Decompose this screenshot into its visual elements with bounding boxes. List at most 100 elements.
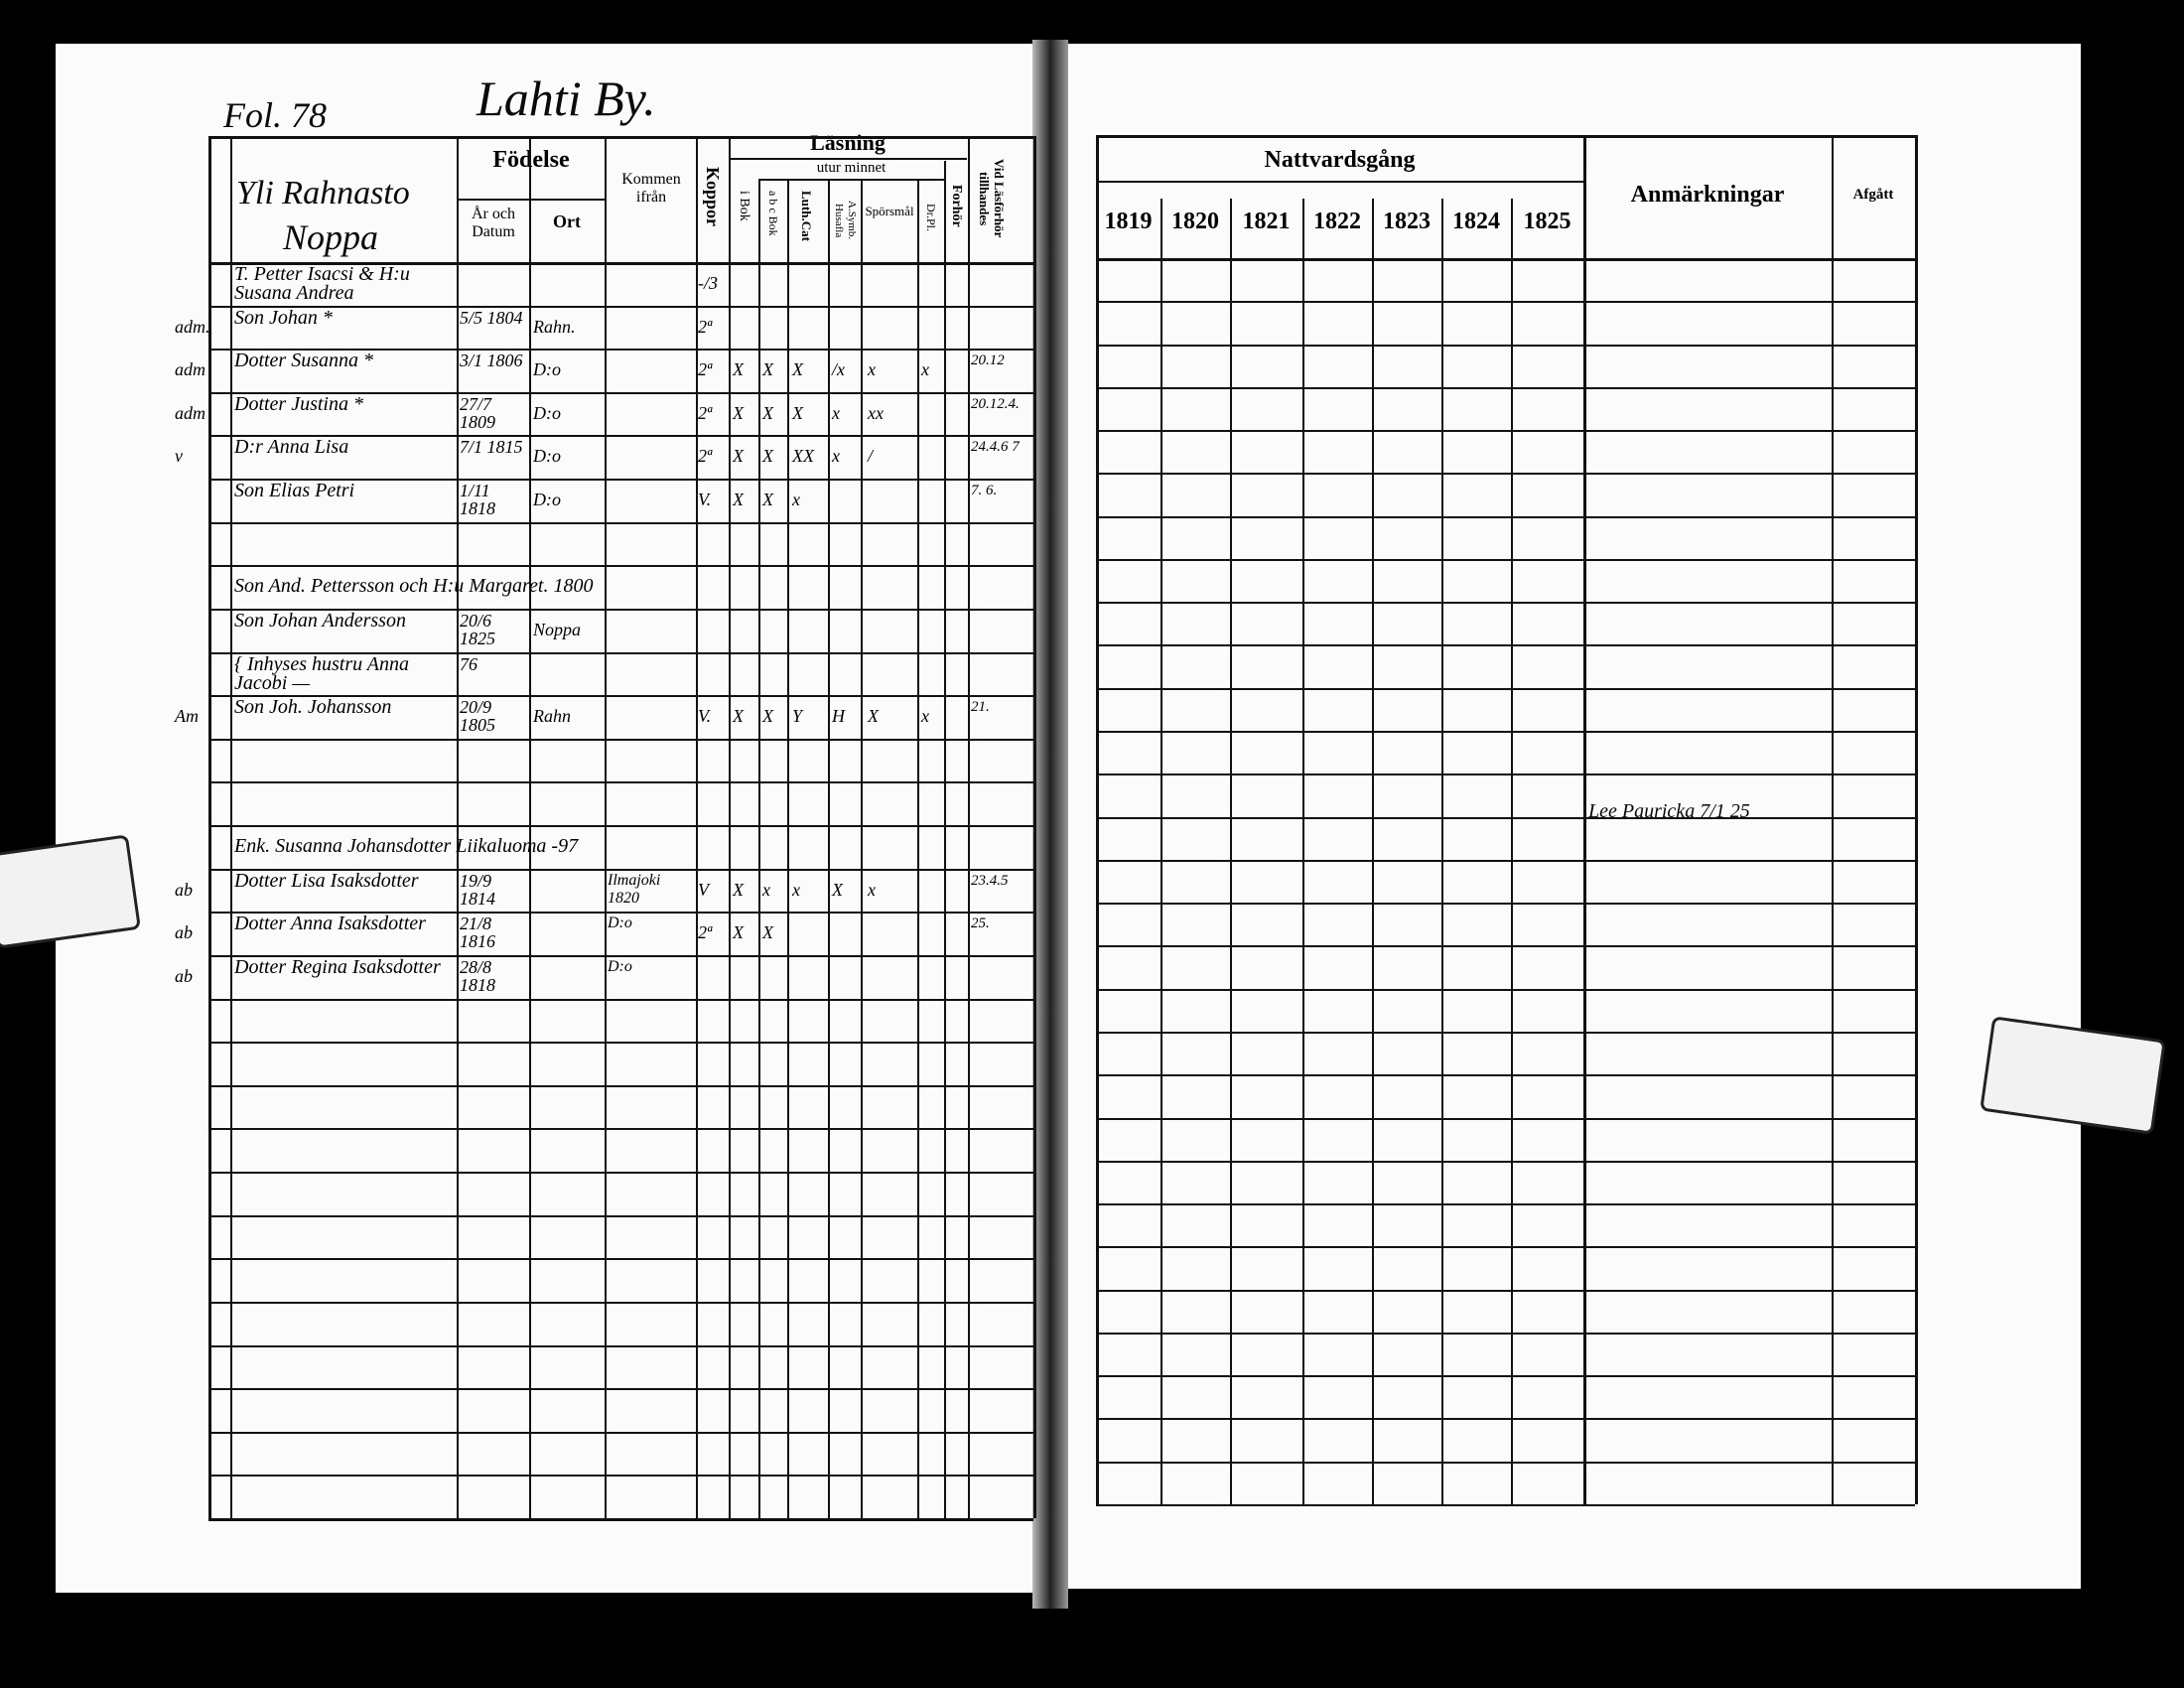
reading-mark: X bbox=[733, 922, 744, 942]
book-gutter bbox=[1032, 40, 1068, 1609]
reading-mark: x bbox=[921, 359, 929, 379]
row-divider bbox=[208, 825, 1033, 827]
column-divider bbox=[1302, 199, 1304, 1504]
row-divider bbox=[1096, 1333, 1915, 1335]
smallpox-mark: 2ª bbox=[698, 403, 712, 423]
column-divider bbox=[1583, 135, 1586, 1504]
examination-note: 24.4.6 7 bbox=[971, 439, 1020, 455]
row-divider bbox=[208, 1172, 1033, 1174]
left-page bbox=[56, 44, 1052, 1593]
row-divider bbox=[208, 1085, 1033, 1087]
row-divider bbox=[1096, 1074, 1915, 1076]
header-fodelse: Födelse bbox=[459, 147, 604, 174]
column-divider bbox=[529, 136, 531, 1518]
row-divider bbox=[1096, 688, 1915, 690]
reading-mark: X bbox=[868, 706, 879, 726]
row-margin-note: ab bbox=[175, 966, 193, 986]
row-divider bbox=[1096, 903, 1915, 905]
reading-mark: X bbox=[762, 359, 773, 379]
header-sporsmal: Spörsmål bbox=[865, 204, 914, 218]
row-divider bbox=[208, 609, 1033, 611]
birth-place: D:o bbox=[533, 359, 561, 379]
examination-note: 20.12.4. bbox=[971, 396, 1020, 412]
remark-annotation: Lee Pauricka 7/1 25 bbox=[1588, 800, 1750, 822]
reading-mark: x bbox=[792, 490, 800, 509]
row-divider bbox=[208, 781, 1033, 783]
reading-mark: XX bbox=[792, 446, 814, 466]
row-margin-note: adm bbox=[175, 359, 205, 379]
header-anmarkningar: Anmärkningar bbox=[1630, 182, 1785, 208]
row-divider bbox=[1096, 473, 1915, 475]
person-name: Dotter Justina * bbox=[234, 393, 363, 415]
header-afgatt: Afgått bbox=[1852, 187, 1894, 203]
birth-place: D:o bbox=[533, 403, 561, 423]
village-title: Lahti By. bbox=[477, 70, 656, 126]
row-divider bbox=[208, 262, 1033, 265]
column-divider bbox=[1832, 135, 1834, 1504]
person-name: Son Joh. Johansson bbox=[234, 696, 392, 718]
header-divider bbox=[729, 158, 967, 160]
person-name: T. Petter Isacsi & H:u Susana Andrea bbox=[234, 263, 410, 304]
row-divider bbox=[1096, 516, 1915, 518]
row-divider bbox=[1096, 774, 1915, 775]
table-border-top bbox=[208, 136, 1033, 139]
year-header: 1824 bbox=[1452, 209, 1500, 234]
row-divider bbox=[208, 435, 1033, 437]
reading-mark: x bbox=[832, 403, 840, 423]
row-divider bbox=[1096, 1246, 1915, 1248]
smallpox-mark: -/3 bbox=[698, 273, 718, 293]
reading-mark: X bbox=[733, 359, 744, 379]
birth-date: 28/8 1818 bbox=[460, 957, 495, 995]
column-divider bbox=[1230, 199, 1232, 1504]
column-divider bbox=[1160, 199, 1162, 1504]
person-name: Son Johan * bbox=[234, 307, 333, 329]
reading-mark: X bbox=[792, 359, 803, 379]
examination-note: 25. bbox=[971, 915, 990, 931]
farm-name: Yli Rahnasto bbox=[236, 175, 410, 211]
row-divider bbox=[208, 306, 1033, 308]
smallpox-mark: V. bbox=[698, 490, 712, 509]
table-border-left bbox=[208, 136, 211, 1518]
row-margin-note: ab bbox=[175, 922, 193, 942]
row-divider bbox=[1096, 945, 1915, 947]
row-divider bbox=[1096, 559, 1915, 561]
row-divider bbox=[1096, 602, 1915, 604]
row-margin-note: adm. bbox=[175, 317, 210, 337]
header-ar-och-datum: År och Datum bbox=[472, 206, 515, 240]
birth-date: 27/7 1809 bbox=[460, 394, 495, 432]
row-divider bbox=[208, 479, 1033, 481]
birth-place: Rahn. bbox=[533, 317, 576, 337]
row-divider bbox=[1096, 860, 1915, 862]
birth-date: 20/9 1805 bbox=[460, 697, 495, 735]
reading-mark: X bbox=[762, 403, 773, 423]
header-dr-pl: Dr.Pl. bbox=[924, 204, 938, 232]
header-kommen-ifran: Kommen ifrån bbox=[621, 171, 681, 206]
reading-mark: X bbox=[762, 490, 773, 509]
row-divider bbox=[1096, 1462, 1915, 1464]
header-i-bok: i Bok bbox=[737, 191, 751, 221]
person-name: Dotter Susanna * bbox=[234, 350, 373, 371]
column-divider bbox=[605, 136, 607, 1518]
reading-mark: x bbox=[921, 706, 929, 726]
reading-mark: x bbox=[792, 880, 800, 900]
column-divider bbox=[230, 136, 232, 1518]
column-divider bbox=[1372, 199, 1374, 1504]
row-divider bbox=[208, 869, 1033, 871]
examination-note: 7. 6. bbox=[971, 483, 998, 498]
birth-date: 76 bbox=[460, 654, 478, 674]
row-divider bbox=[1096, 1418, 1915, 1420]
farm-subname: Noppa bbox=[283, 217, 379, 257]
header-lasning: Läsning bbox=[810, 130, 886, 155]
reading-mark: xx bbox=[868, 403, 884, 423]
came-from: D:o bbox=[608, 958, 632, 975]
reading-mark: /x bbox=[832, 359, 845, 379]
row-margin-note: adm bbox=[175, 403, 205, 423]
column-divider bbox=[1441, 199, 1443, 1504]
came-from: Ilmajoki 1820 bbox=[608, 872, 661, 907]
header-divider bbox=[457, 199, 605, 201]
row-divider bbox=[1096, 387, 1915, 389]
row-divider bbox=[208, 1388, 1033, 1390]
reading-mark: / bbox=[868, 446, 874, 466]
examination-note: 20.12 bbox=[971, 352, 1005, 368]
row-divider bbox=[1096, 430, 1915, 432]
